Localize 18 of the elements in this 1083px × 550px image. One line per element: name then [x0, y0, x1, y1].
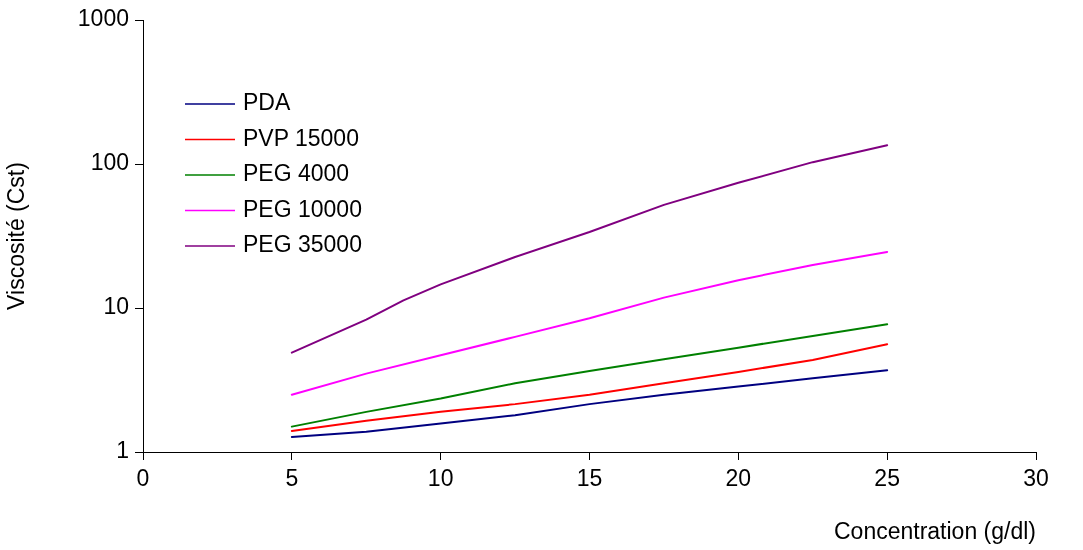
x-tick-label: 25 [874, 465, 900, 492]
x-tick-label: 20 [725, 465, 752, 492]
x-tick-label: 5 [285, 465, 299, 492]
y-tick-label: 1 [116, 437, 129, 464]
y-tick-label: 1000 [77, 5, 129, 32]
legend-label: PVP 15000 [243, 124, 359, 151]
legend-label: PEG 4000 [243, 160, 350, 187]
y-tick-label: 100 [90, 149, 129, 176]
x-tick-label: 15 [576, 465, 603, 492]
y-tick-label: 10 [103, 293, 129, 320]
x-tick-label: 0 [136, 465, 150, 492]
x-tick-label: 10 [427, 465, 454, 492]
y-axis-title: Viscosité (Cst) [3, 162, 30, 310]
x-axis-title: Concentration (g/dl) [834, 517, 1036, 544]
legend-label: PDA [243, 89, 291, 116]
legend-label: PEG 35000 [243, 231, 362, 258]
legend-label: PEG 10000 [243, 195, 362, 222]
x-tick-label: 30 [1023, 465, 1049, 492]
